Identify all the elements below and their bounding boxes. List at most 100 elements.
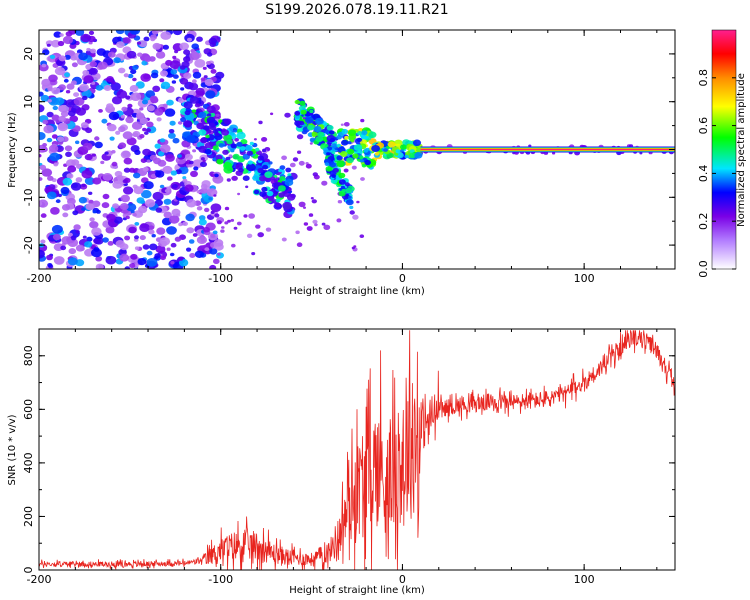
heatmap-blob xyxy=(110,82,121,91)
heatmap-blob xyxy=(88,30,95,35)
heatmap-blob xyxy=(356,200,360,204)
heatmap-blob xyxy=(212,174,224,184)
heatmap-blob xyxy=(121,106,128,112)
heatmap-blob xyxy=(82,95,88,101)
heatmap-blob xyxy=(171,208,181,216)
heatmap-blob xyxy=(130,69,137,75)
heatmap-blob xyxy=(123,186,134,195)
heatmap-blob xyxy=(204,141,215,150)
heatmap-blob xyxy=(160,31,172,40)
heatmap-blob xyxy=(311,199,317,204)
heatmap-blob xyxy=(323,224,331,230)
heatmap-blob xyxy=(152,85,161,93)
colorbar-tick-label: 0.0 xyxy=(697,260,710,278)
heatmap-blob xyxy=(321,180,328,186)
heatmap-blob xyxy=(116,90,128,99)
heatmap-blob xyxy=(212,129,219,134)
heatmap-blob xyxy=(247,160,253,165)
heatmap-blob xyxy=(324,129,331,135)
heatmap-blob xyxy=(639,152,643,155)
heatmap-blob xyxy=(156,227,166,235)
heatmap-blob xyxy=(61,204,71,211)
heatmap-blob xyxy=(351,165,357,170)
heatmap-blob xyxy=(371,145,380,152)
heatmap-blob xyxy=(171,80,177,84)
heatmap-blob xyxy=(368,131,377,139)
heatmap-blob xyxy=(254,147,260,152)
heatmap-blob xyxy=(119,253,130,262)
heatmap-blob xyxy=(329,137,336,143)
heatmap-blob xyxy=(189,51,200,61)
heatmap-blob xyxy=(164,108,176,117)
heatmap-blob xyxy=(125,203,137,212)
heatmap-blob xyxy=(47,263,53,267)
heatmap-blob xyxy=(312,172,318,177)
heatmap-blob xyxy=(186,135,196,143)
heatmap-blob xyxy=(205,134,210,139)
heatmap-blob xyxy=(237,192,241,196)
heatmap-blob xyxy=(60,110,69,117)
heatmap-blob xyxy=(143,36,150,42)
heatmap-blob xyxy=(210,203,222,212)
heatmap-blob xyxy=(52,233,61,241)
heatmap-blob xyxy=(72,210,79,216)
heatmap-blob xyxy=(144,56,152,62)
heatmap-blob xyxy=(107,241,114,246)
heatmap-blob xyxy=(155,170,165,178)
heatmap-blob xyxy=(172,55,177,60)
heatmap-blob xyxy=(39,144,48,153)
heatmap-blob xyxy=(172,137,180,144)
heatmap-blob xyxy=(115,130,121,135)
heatmap-blob xyxy=(207,129,212,134)
heatmap-blob xyxy=(202,159,206,163)
heatmap-blob xyxy=(123,157,133,165)
heatmap-blob xyxy=(206,113,212,117)
heatmap-blob xyxy=(324,162,330,167)
x-tick-label: -200 xyxy=(27,573,52,586)
heatmap-blob xyxy=(151,234,156,238)
heatmap-blob xyxy=(394,152,399,156)
heatmap-blob xyxy=(164,189,170,193)
heatmap-blob xyxy=(120,114,126,119)
heatmap-blob xyxy=(155,207,163,213)
heatmap-blob xyxy=(82,235,87,239)
heatmap-blob xyxy=(82,70,90,76)
heatmap-blob xyxy=(89,61,98,67)
heatmap-blob xyxy=(193,166,199,171)
heatmap-blob xyxy=(142,166,149,172)
heatmap-blob xyxy=(173,74,179,79)
heatmap-blob xyxy=(144,199,156,208)
y-tick-label: 400 xyxy=(22,452,35,473)
heatmap-blob xyxy=(200,183,208,190)
heatmap-blob xyxy=(284,179,294,186)
heatmap-blob xyxy=(183,49,191,55)
heatmap-blob xyxy=(214,173,219,178)
heatmap-blob xyxy=(186,247,192,252)
heatmap-blob xyxy=(75,30,85,36)
heatmap-blob xyxy=(68,110,76,117)
heatmap-blob xyxy=(340,123,344,126)
heatmap-blob xyxy=(136,197,145,204)
heatmap-blob xyxy=(230,218,235,222)
y-tick-label: 600 xyxy=(22,399,35,420)
heatmap-blob xyxy=(192,71,202,79)
heatmap-blob xyxy=(163,211,172,219)
heatmap-blob xyxy=(336,160,345,168)
heatmap-blob xyxy=(88,67,98,75)
heatmap-blob xyxy=(139,134,145,139)
heatmap-blob xyxy=(336,143,342,148)
heatmap-blob xyxy=(414,152,423,159)
heatmap-blob xyxy=(80,122,89,129)
heatmap-blob xyxy=(352,214,359,220)
heatmap-blob xyxy=(240,146,246,151)
heatmap-blob xyxy=(210,112,216,117)
heatmap-blob xyxy=(200,187,208,194)
heatmap-blob xyxy=(134,235,139,240)
heatmap-blob xyxy=(169,252,175,257)
heatmap-blob xyxy=(142,244,150,250)
heatmap-blob xyxy=(218,119,223,123)
heatmap-blob xyxy=(86,47,91,52)
heatmap-blob xyxy=(132,65,139,71)
heatmap-blob xyxy=(44,78,49,82)
heatmap-blob xyxy=(285,167,292,173)
